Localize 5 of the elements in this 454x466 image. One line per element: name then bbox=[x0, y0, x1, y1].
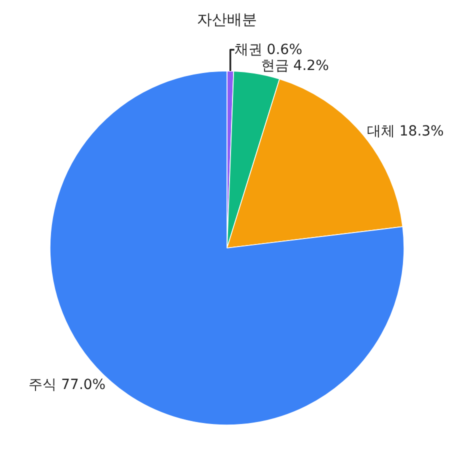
slice-label: 채권 0.6% bbox=[234, 42, 302, 58]
slice-label: 대체 18.3% bbox=[366, 123, 444, 140]
chart-title: 자산배분 bbox=[197, 10, 257, 28]
slice-label: 주식 77.0% bbox=[28, 376, 106, 393]
slice-label: 현금 4.2% bbox=[260, 58, 329, 74]
